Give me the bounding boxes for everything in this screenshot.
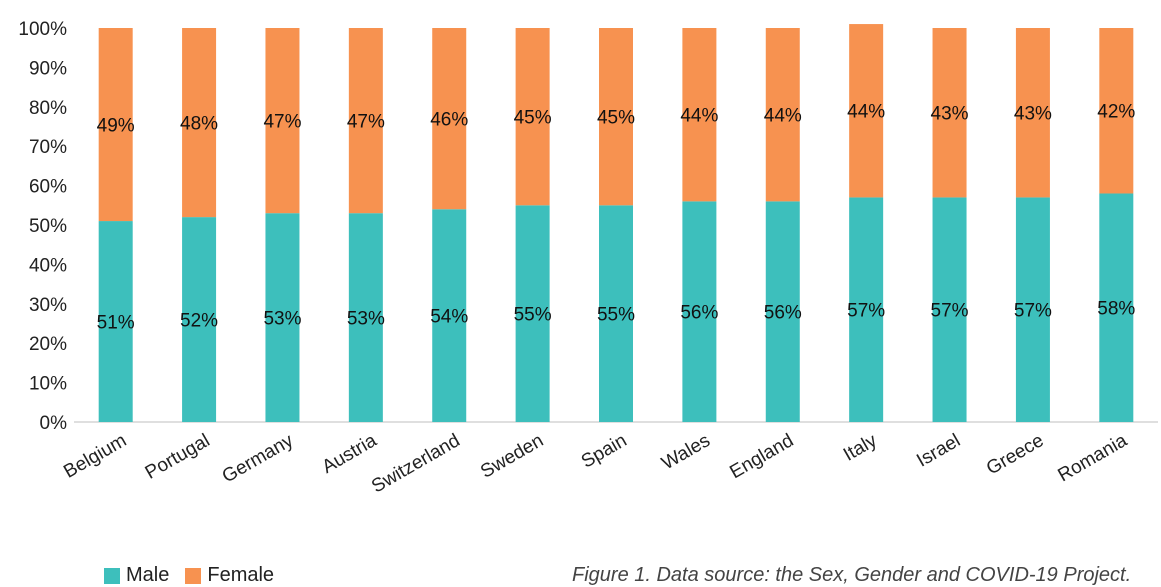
data-label-female: 45%: [597, 108, 635, 129]
legend-swatch-male: [104, 567, 120, 584]
y-tick-label: 0%: [40, 413, 68, 434]
bar-female: [849, 24, 884, 198]
bar-male: [182, 217, 217, 422]
x-tick-label: Switzerland: [368, 430, 464, 497]
y-tick-label: 10%: [29, 374, 67, 395]
data-label-male: 55%: [597, 305, 635, 326]
data-label-male: 57%: [847, 301, 885, 322]
bar-female: [515, 28, 550, 206]
bar-female: [1099, 28, 1134, 194]
y-tick-label: 50%: [29, 216, 67, 237]
data-label-male: 56%: [680, 303, 718, 324]
data-label-male: 55%: [514, 305, 552, 326]
bar-female: [682, 28, 717, 202]
x-tick-label: Belgium: [60, 430, 130, 483]
data-label-female: 48%: [180, 114, 218, 135]
data-label-female: 44%: [847, 102, 885, 123]
legend-item-male: Male: [104, 564, 169, 587]
y-tick-label: 100%: [18, 19, 67, 40]
bar-female: [765, 28, 800, 202]
bar-male: [348, 213, 383, 422]
data-label-male: 52%: [180, 311, 218, 332]
legend-label-female: Female: [207, 564, 275, 586]
x-tick-label: England: [726, 430, 797, 483]
data-label-female: 43%: [931, 104, 969, 125]
y-tick-label: 90%: [29, 58, 67, 79]
data-label-female: 44%: [680, 106, 718, 127]
x-tick-label: Portugal: [142, 430, 214, 484]
bar-female: [265, 28, 300, 214]
bar-male: [682, 201, 717, 422]
data-label-female: 47%: [347, 112, 385, 133]
bar-male: [849, 197, 884, 422]
data-label-female: 43%: [1014, 104, 1052, 125]
x-tick-label: Israel: [913, 430, 964, 471]
y-tick-label: 20%: [29, 334, 67, 355]
y-tick-label: 40%: [29, 255, 67, 276]
x-tick-label: Italy: [840, 430, 881, 466]
y-tick-label: 60%: [29, 177, 67, 198]
y-tick-label: 80%: [29, 98, 67, 119]
bar-male: [1099, 193, 1134, 422]
bar-male: [1015, 197, 1050, 422]
data-label-male: 58%: [1097, 299, 1135, 320]
data-label-male: 53%: [347, 309, 385, 330]
x-tick-label: Greece: [983, 430, 1047, 479]
bar-female: [932, 28, 967, 198]
figure-caption: Figure 1. Data source: the Sex, Gender a…: [572, 564, 1132, 586]
x-tick-label: Germany: [219, 430, 298, 488]
bar-female: [432, 28, 467, 210]
legend: Male Female: [104, 564, 274, 587]
bar-female: [1015, 28, 1050, 198]
bar-male: [98, 221, 133, 422]
data-label-female: 49%: [97, 116, 135, 137]
data-label-male: 53%: [263, 309, 301, 330]
bar-female: [599, 28, 633, 206]
data-label-male: 54%: [430, 307, 468, 328]
data-label-male: 57%: [1014, 301, 1052, 322]
bar-male: [932, 197, 967, 422]
data-label-male: 56%: [764, 303, 802, 324]
x-tick-label: Austria: [319, 430, 381, 478]
x-tick-label: Sweden: [477, 430, 547, 483]
data-label-male: 51%: [97, 313, 135, 334]
y-tick-label: 30%: [29, 295, 67, 316]
bar-female: [348, 28, 383, 214]
y-tick-label: 70%: [29, 137, 67, 158]
x-tick-label: Romania: [1054, 430, 1131, 486]
data-label-male: 57%: [931, 301, 969, 322]
bar-male: [515, 205, 550, 422]
bar-male: [765, 201, 800, 422]
bar-female: [182, 28, 217, 218]
bar-male: [265, 213, 300, 422]
stacked-bar-chart: 0% 10% 20% 30% 40% 50% 60% 70% 80% 90% 100% 51% 49% B…: [18, 19, 1158, 497]
x-tick-label: Spain: [578, 430, 631, 472]
data-label-female: 47%: [263, 112, 301, 133]
legend-swatch-female: [185, 567, 202, 584]
x-tick-label: Wales: [658, 430, 714, 474]
bar-male: [599, 205, 633, 422]
bar-male: [432, 209, 467, 422]
data-label-female: 42%: [1097, 102, 1135, 123]
legend-label-male: Male: [126, 564, 170, 586]
data-label-female: 46%: [430, 110, 468, 131]
data-label-female: 44%: [764, 106, 802, 127]
data-label-female: 45%: [514, 108, 552, 129]
bar-female: [98, 28, 133, 222]
legend-item-female: Female: [185, 564, 274, 587]
